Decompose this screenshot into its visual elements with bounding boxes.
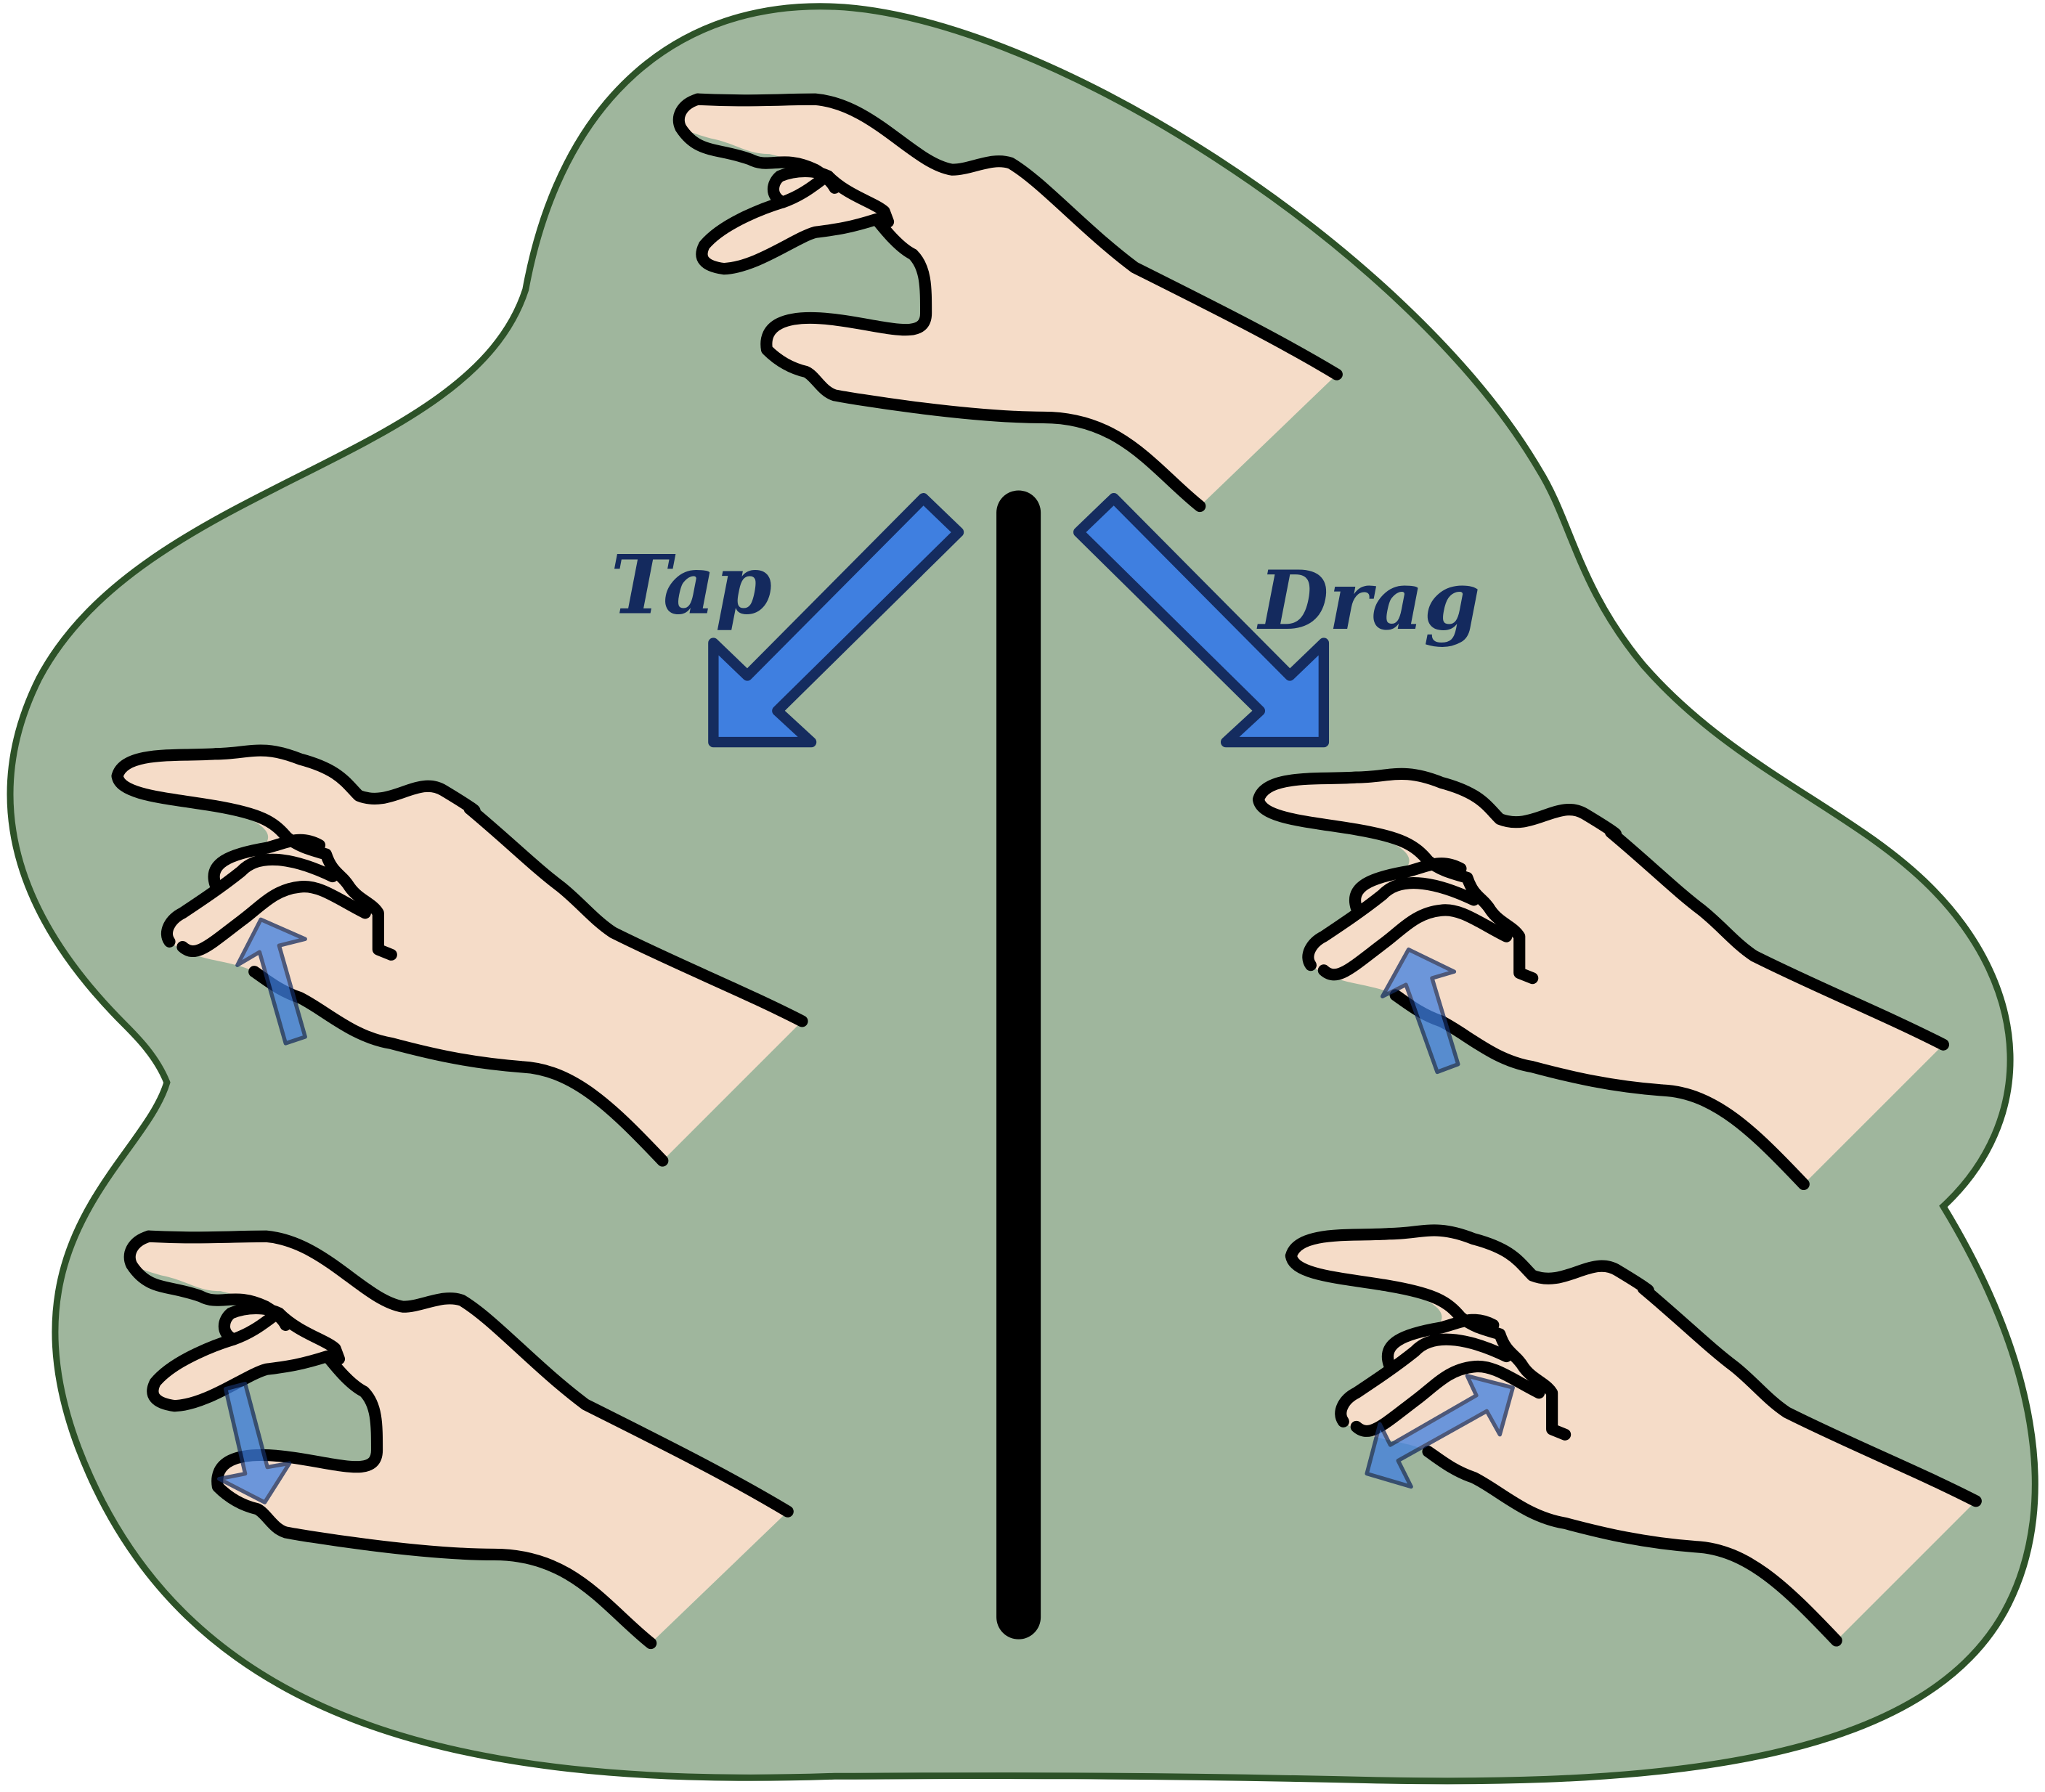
thumb-up-arrow-icon (235, 917, 307, 1046)
drag-thumb-up-arrow-icon (1380, 947, 1460, 1075)
drag-label: Drag (1256, 553, 1480, 648)
thumb-slide-arrow-icon (1365, 1374, 1515, 1489)
tap-label: Tap (611, 537, 772, 632)
thumb-down-arrow-icon (217, 1381, 292, 1504)
